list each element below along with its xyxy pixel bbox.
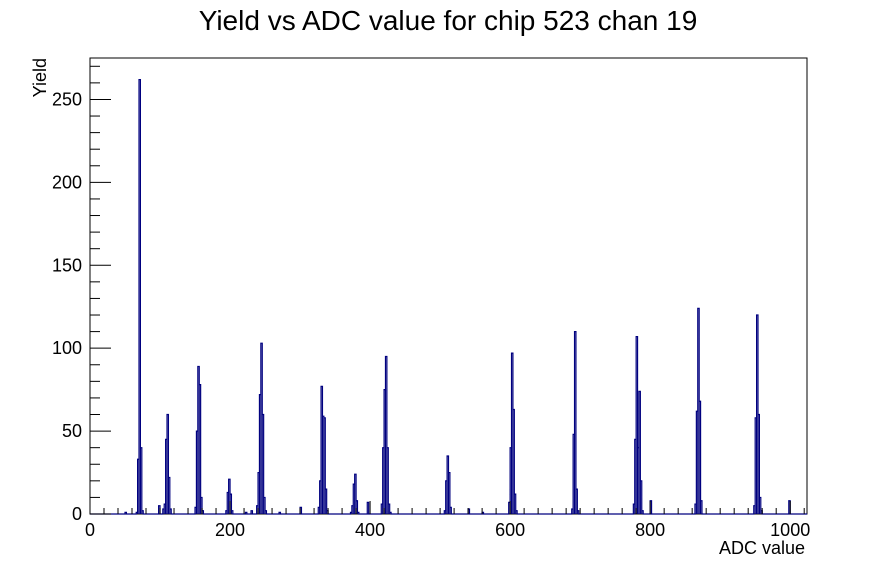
- x-tick-label: 800: [635, 520, 665, 540]
- x-axis-label: ADC value: [719, 538, 805, 558]
- y-tick-label: 0: [72, 504, 82, 524]
- histogram-series-line: [90, 78, 807, 515]
- y-tick-label: 150: [52, 255, 82, 275]
- y-tick-label: 250: [52, 89, 82, 109]
- y-axis-label: Yield: [30, 58, 50, 97]
- x-tick-label: 600: [495, 520, 525, 540]
- y-tick-label: 50: [62, 421, 82, 441]
- chart-title: Yield vs ADC value for chip 523 chan 19: [199, 5, 698, 36]
- x-tick-label: 200: [215, 520, 245, 540]
- x-axis: 0 200 400 600 800 1000: [85, 501, 810, 540]
- x-tick-label: 0: [85, 520, 95, 540]
- y-tick-label: 200: [52, 172, 82, 192]
- y-tick-label: 100: [52, 338, 82, 358]
- x-tick-label: 1000: [770, 520, 810, 540]
- x-tick-label: 400: [355, 520, 385, 540]
- y-axis: 0 50 100 150 200 250: [52, 65, 111, 524]
